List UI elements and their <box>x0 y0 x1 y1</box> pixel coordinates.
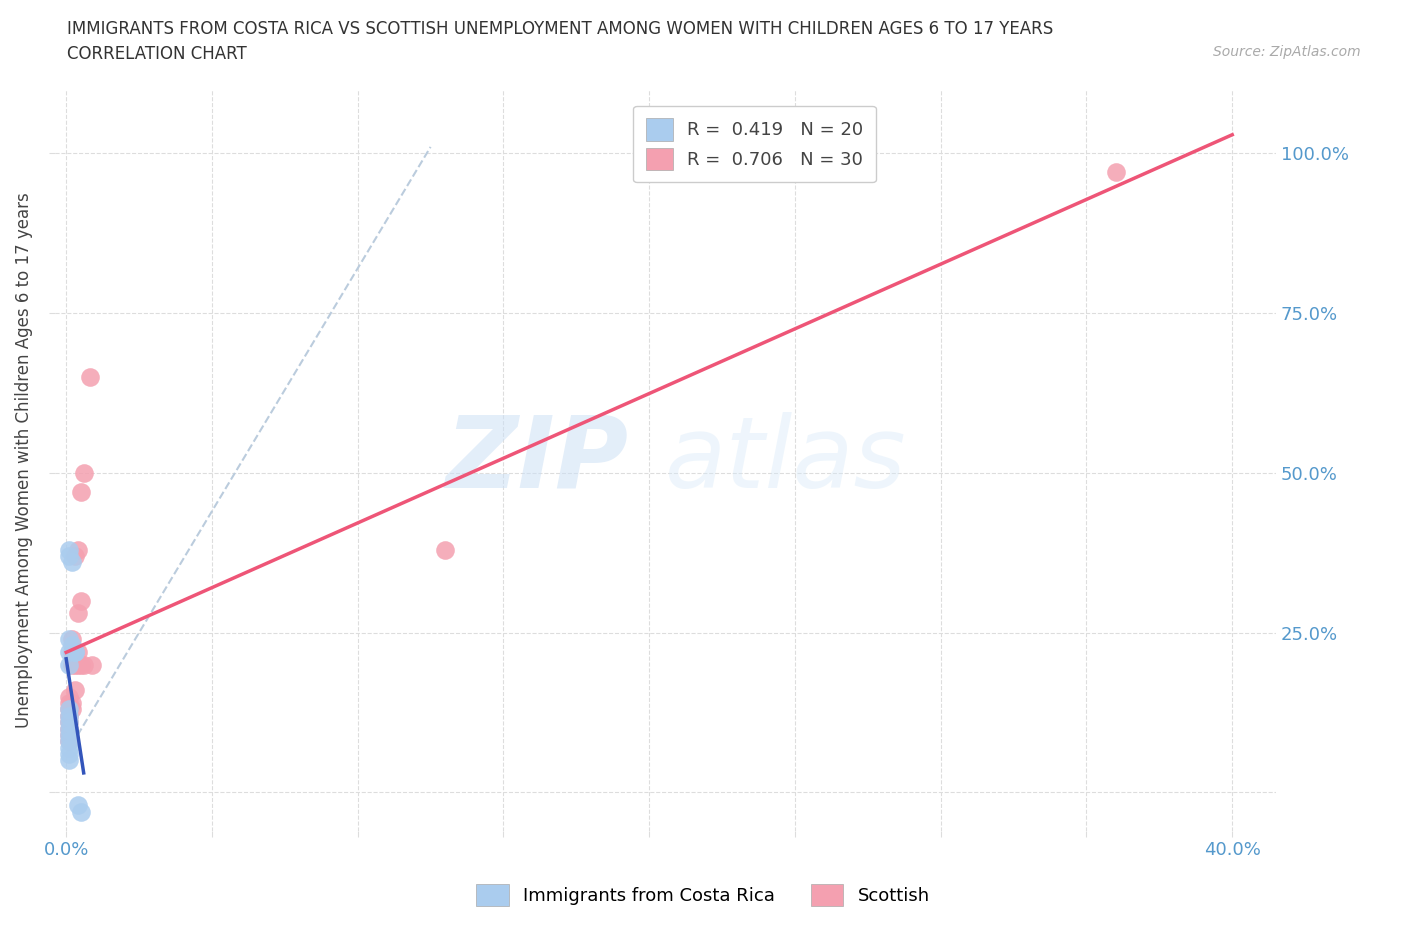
Point <box>60 702 83 717</box>
Point <box>60 644 83 659</box>
Point <box>63 683 86 698</box>
Point <box>60 658 83 672</box>
Point <box>58 721 80 736</box>
Point <box>63 644 86 659</box>
Point <box>73 658 96 672</box>
Point <box>69 658 91 672</box>
Point <box>58 721 80 736</box>
Point <box>58 740 80 755</box>
Point <box>1104 165 1126 179</box>
Point <box>58 696 80 711</box>
Point <box>66 606 89 621</box>
Point <box>69 593 91 608</box>
Point <box>60 696 83 711</box>
Point <box>66 658 89 672</box>
Point <box>58 542 80 557</box>
Text: ZIP: ZIP <box>446 412 628 509</box>
Text: atlas: atlas <box>665 412 907 509</box>
Y-axis label: Unemployment Among Women with Children Ages 6 to 17 years: Unemployment Among Women with Children A… <box>15 193 32 728</box>
Text: CORRELATION CHART: CORRELATION CHART <box>67 45 247 62</box>
Text: Source: ZipAtlas.com: Source: ZipAtlas.com <box>1213 45 1361 59</box>
Point <box>58 709 80 724</box>
Point <box>58 727 80 742</box>
Legend: R =  0.419   N = 20, R =  0.706   N = 30: R = 0.419 N = 20, R = 0.706 N = 30 <box>633 106 876 182</box>
Point <box>73 465 96 480</box>
Point <box>58 644 80 659</box>
Point <box>58 631 80 646</box>
Point <box>79 369 101 384</box>
Point <box>58 709 80 724</box>
Point <box>60 638 83 653</box>
Point <box>60 555 83 570</box>
Point <box>58 702 80 717</box>
Point <box>63 644 86 659</box>
Point <box>434 542 457 557</box>
Point <box>66 542 89 557</box>
Point <box>58 753 80 768</box>
Point <box>63 549 86 564</box>
Point <box>66 798 89 813</box>
Point <box>69 485 91 499</box>
Point <box>63 644 86 659</box>
Point <box>58 727 80 742</box>
Point <box>58 747 80 762</box>
Point <box>69 804 91 819</box>
Point <box>66 644 89 659</box>
Point <box>58 734 80 749</box>
Point <box>60 631 83 646</box>
Point <box>58 714 80 729</box>
Point <box>58 714 80 729</box>
Point <box>58 549 80 564</box>
Point <box>63 658 86 672</box>
Point <box>58 658 80 672</box>
Text: IMMIGRANTS FROM COSTA RICA VS SCOTTISH UNEMPLOYMENT AMONG WOMEN WITH CHILDREN AG: IMMIGRANTS FROM COSTA RICA VS SCOTTISH U… <box>67 20 1053 38</box>
Point <box>58 702 80 717</box>
Point <box>82 658 104 672</box>
Point <box>58 689 80 704</box>
Legend: Immigrants from Costa Rica, Scottish: Immigrants from Costa Rica, Scottish <box>468 877 938 913</box>
Point <box>58 734 80 749</box>
